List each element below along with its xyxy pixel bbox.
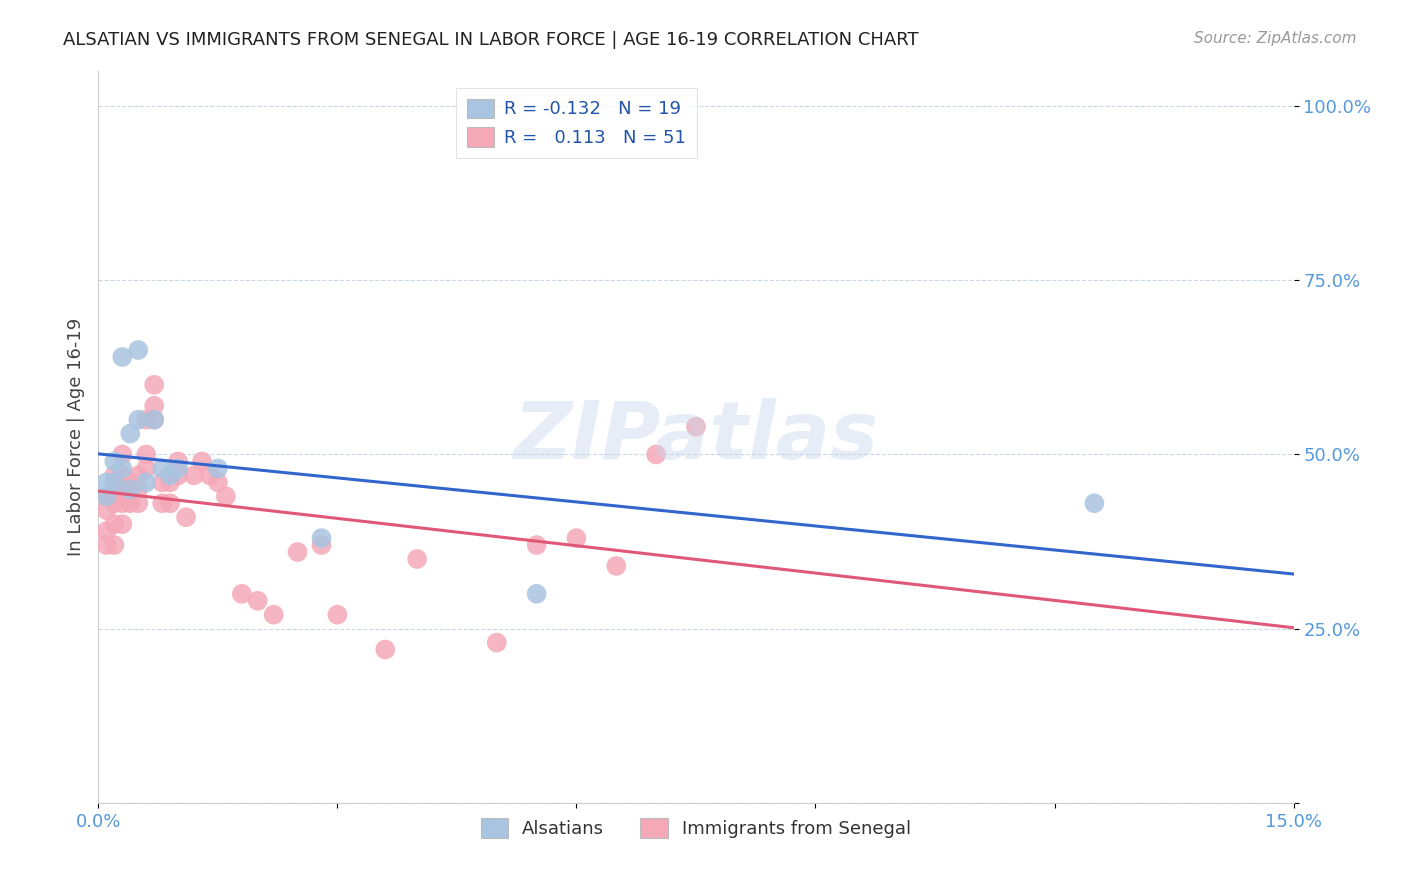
Point [174, 510, 197, 524]
Point [96, 503, 118, 517]
Point [103, 468, 125, 483]
Y-axis label: In Labor Force | Age 16-19: In Labor Force | Age 16-19 [66, 318, 84, 557]
Point [645, 448, 668, 462]
Point [167, 461, 190, 475]
Point [120, 496, 142, 510]
Point [685, 419, 707, 434]
Point [183, 468, 205, 483]
Point [485, 635, 508, 649]
Point [111, 350, 134, 364]
Point [127, 483, 149, 497]
Point [111, 468, 134, 483]
Point [159, 475, 181, 490]
Point [1083, 496, 1105, 510]
Point [127, 468, 149, 483]
Point [103, 496, 125, 510]
Point [96, 475, 118, 490]
Point [231, 587, 253, 601]
Text: ZIPatlas: ZIPatlas [513, 398, 879, 476]
Point [96, 538, 118, 552]
Point [150, 475, 173, 490]
Point [111, 496, 134, 510]
Point [111, 517, 134, 532]
Point [111, 483, 134, 497]
Point [96, 524, 118, 538]
Point [143, 399, 166, 413]
Point [135, 461, 157, 475]
Point [103, 475, 125, 490]
Point [159, 468, 181, 483]
Point [120, 426, 142, 441]
Point [150, 461, 173, 475]
Point [159, 496, 181, 510]
Point [311, 531, 333, 545]
Point [150, 496, 173, 510]
Point [127, 343, 149, 357]
Point [103, 517, 125, 532]
Point [120, 483, 142, 497]
Point [565, 531, 588, 545]
Point [215, 489, 238, 503]
Point [246, 594, 269, 608]
Point [191, 454, 214, 468]
Point [135, 475, 157, 490]
Point [135, 448, 157, 462]
Point [406, 552, 429, 566]
Point [127, 412, 149, 426]
Point [263, 607, 285, 622]
Text: Source: ZipAtlas.com: Source: ZipAtlas.com [1194, 31, 1357, 46]
Point [526, 538, 548, 552]
Point [143, 412, 166, 426]
Point [374, 642, 396, 657]
Point [111, 448, 134, 462]
Point [198, 468, 221, 483]
Point [207, 475, 229, 490]
Point [526, 587, 548, 601]
Point [143, 412, 166, 426]
Point [326, 607, 349, 622]
Point [143, 377, 166, 392]
Point [287, 545, 309, 559]
Point [120, 475, 142, 490]
Point [103, 538, 125, 552]
Point [103, 483, 125, 497]
Point [135, 412, 157, 426]
Point [96, 489, 118, 503]
Point [167, 454, 190, 468]
Point [207, 461, 229, 475]
Point [103, 454, 125, 468]
Text: ALSATIAN VS IMMIGRANTS FROM SENEGAL IN LABOR FORCE | AGE 16-19 CORRELATION CHART: ALSATIAN VS IMMIGRANTS FROM SENEGAL IN L… [63, 31, 920, 49]
Point [167, 468, 190, 483]
Point [111, 461, 134, 475]
Legend: Alsatians, Immigrants from Senegal: Alsatians, Immigrants from Senegal [474, 811, 918, 845]
Point [96, 489, 118, 503]
Point [127, 496, 149, 510]
Point [605, 558, 627, 573]
Point [311, 538, 333, 552]
